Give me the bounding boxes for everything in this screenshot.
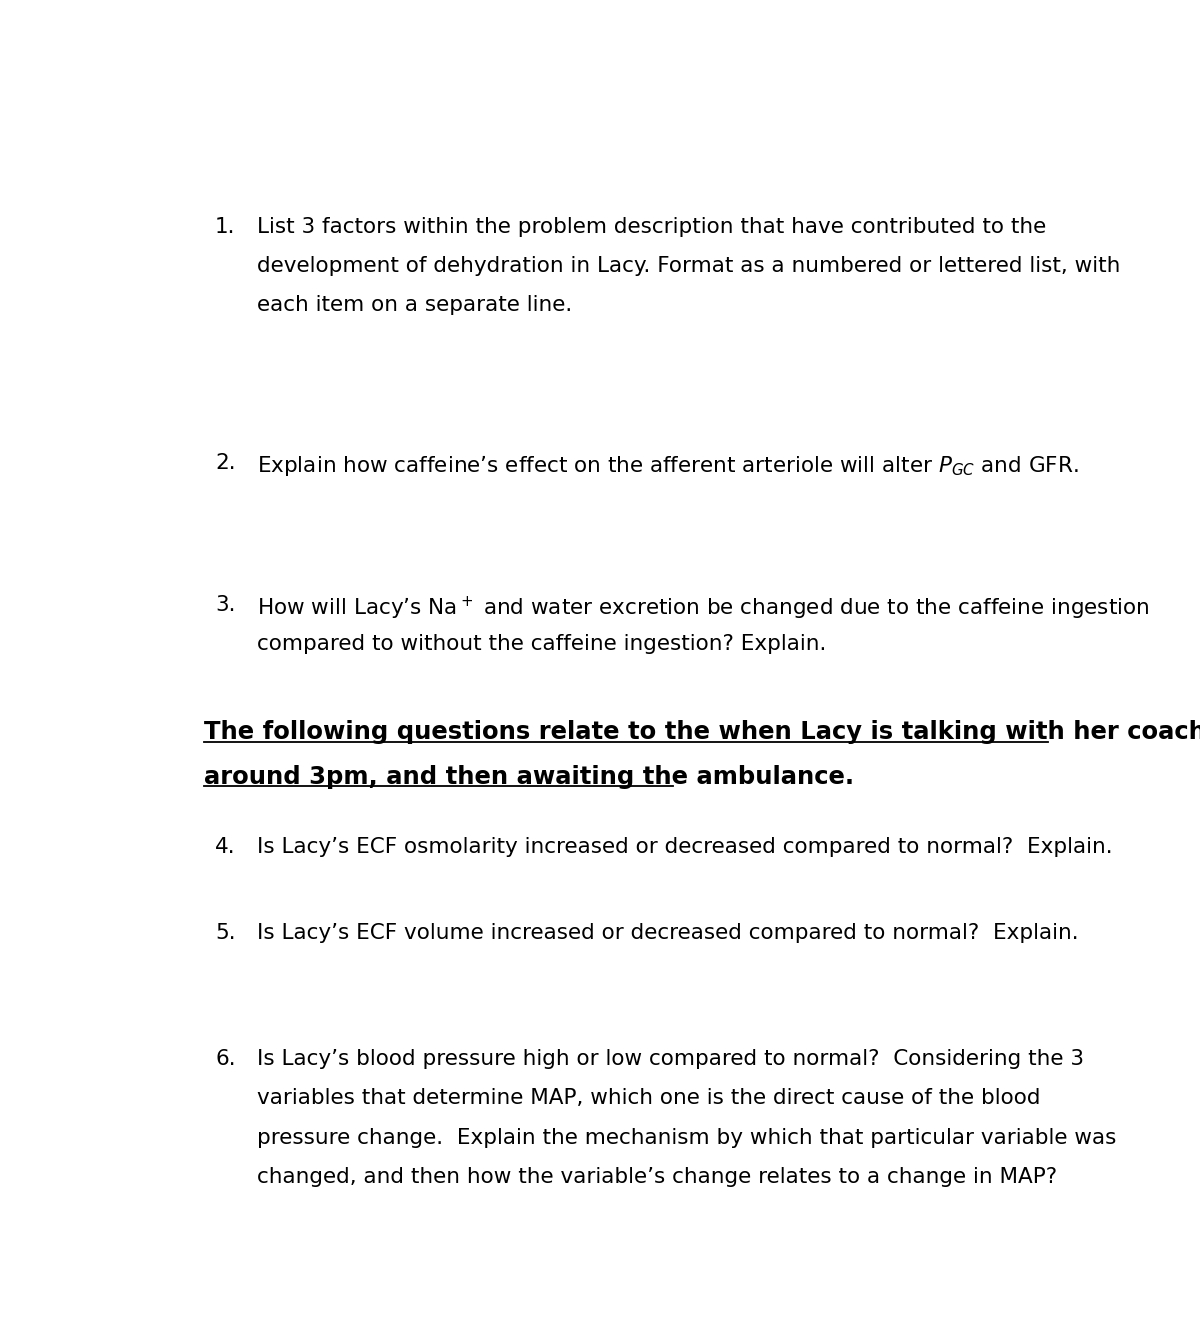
- Text: 3.: 3.: [215, 595, 235, 615]
- Text: 5.: 5.: [215, 922, 235, 943]
- Text: variables that determine MAP, which one is the direct cause of the blood: variables that determine MAP, which one …: [257, 1088, 1040, 1108]
- Text: 1.: 1.: [215, 216, 235, 236]
- Text: 2.: 2.: [215, 453, 235, 473]
- Text: Is Lacy’s ECF osmolarity increased or decreased compared to normal?  Explain.: Is Lacy’s ECF osmolarity increased or de…: [257, 837, 1112, 857]
- Text: The following questions relate to the when Lacy is talking with her coach: The following questions relate to the wh…: [204, 721, 1200, 745]
- Text: compared to without the caffeine ingestion? Explain.: compared to without the caffeine ingesti…: [257, 634, 827, 654]
- Text: 6.: 6.: [215, 1049, 235, 1069]
- Text: List 3 factors within the problem description that have contributed to the: List 3 factors within the problem descri…: [257, 216, 1046, 236]
- Text: development of dehydration in Lacy. Format as a numbered or lettered list, with: development of dehydration in Lacy. Form…: [257, 256, 1121, 276]
- Text: 4.: 4.: [215, 837, 235, 857]
- Text: Is Lacy’s ECF volume increased or decreased compared to normal?  Explain.: Is Lacy’s ECF volume increased or decrea…: [257, 922, 1079, 943]
- Text: How will Lacy’s Na$^+$ and water excretion be changed due to the caffeine ingest: How will Lacy’s Na$^+$ and water excreti…: [257, 595, 1150, 622]
- Text: Explain how caffeine’s effect on the afferent arteriole will alter $P_{GC}$ and : Explain how caffeine’s effect on the aff…: [257, 453, 1079, 478]
- Text: around 3pm, and then awaiting the ambulance.: around 3pm, and then awaiting the ambula…: [204, 765, 854, 789]
- Text: pressure change.  Explain the mechanism by which that particular variable was: pressure change. Explain the mechanism b…: [257, 1128, 1116, 1148]
- Text: Is Lacy’s blood pressure high or low compared to normal?  Considering the 3: Is Lacy’s blood pressure high or low com…: [257, 1049, 1084, 1069]
- Text: each item on a separate line.: each item on a separate line.: [257, 295, 572, 315]
- Text: changed, and then how the variable’s change relates to a change in MAP?: changed, and then how the variable’s cha…: [257, 1167, 1057, 1187]
